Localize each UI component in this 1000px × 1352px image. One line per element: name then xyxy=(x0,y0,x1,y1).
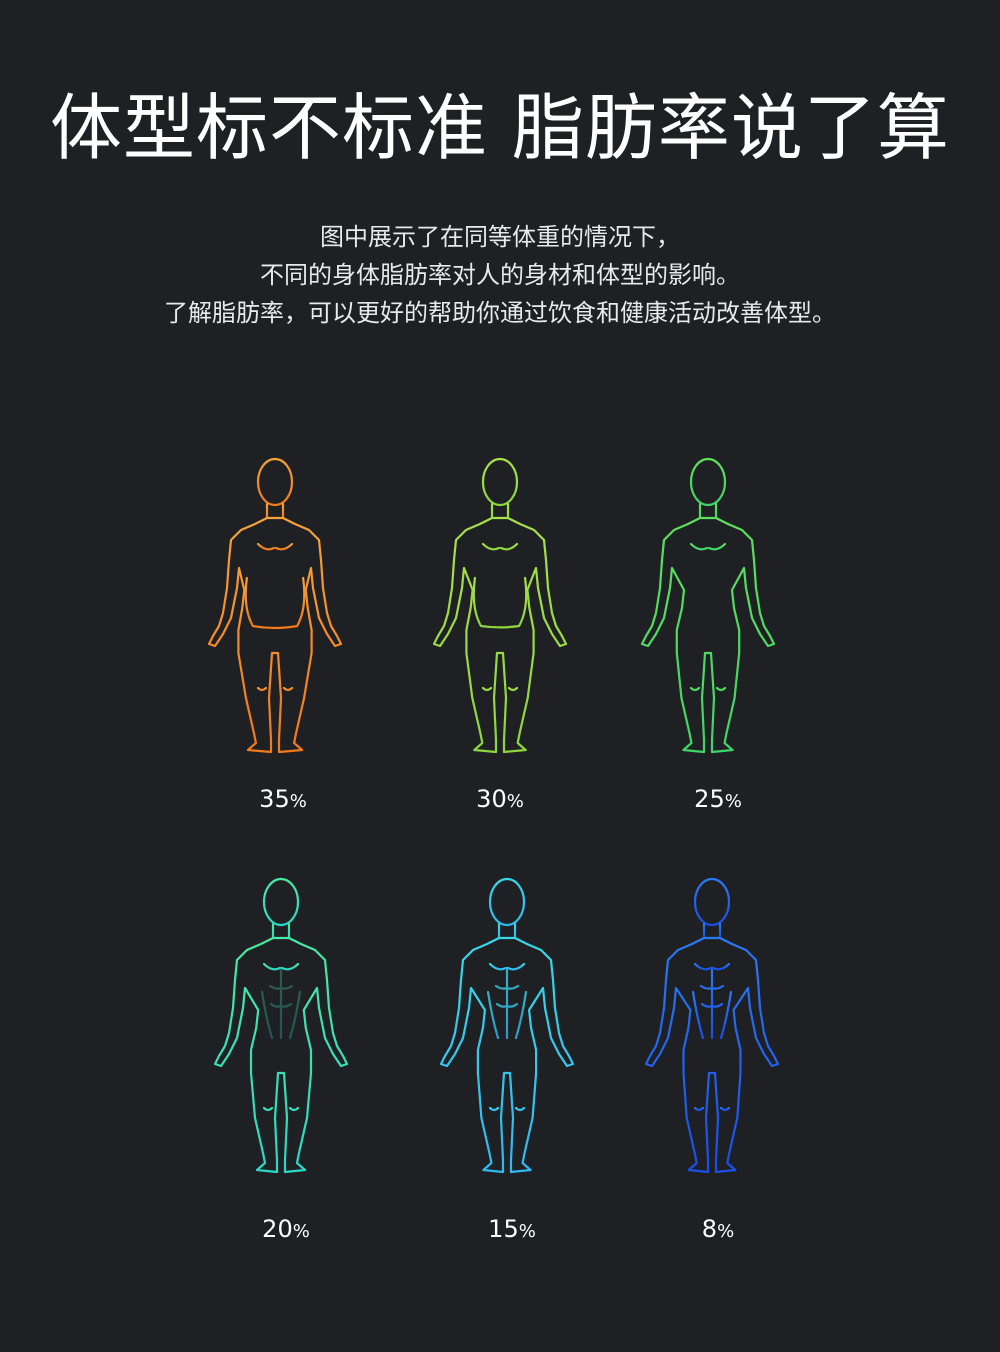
body-outline-svg xyxy=(439,877,575,1174)
body-fat-label-35: 35% xyxy=(208,784,358,817)
body-outline-svg xyxy=(207,457,343,754)
body-fat-label-15: 15% xyxy=(437,1214,587,1247)
body-outline-svg xyxy=(432,457,568,754)
head-outline xyxy=(693,877,731,927)
body-outline-svg xyxy=(644,877,780,1174)
percent-sign: % xyxy=(518,1221,536,1242)
body-fat-label-30: 30% xyxy=(425,784,575,817)
description-line-3: 了解脂肪率，可以更好的帮助你通过饮食和健康活动改善体型。 xyxy=(164,299,836,327)
body-fat-value: 15 xyxy=(488,1215,519,1243)
description-line-2: 不同的身体脂肪率对人的身材和体型的影响。 xyxy=(260,261,740,289)
body-outline xyxy=(640,516,776,754)
body-figure-35 xyxy=(200,448,350,768)
body-outline xyxy=(439,936,575,1174)
body-figure-30 xyxy=(425,448,575,768)
head-outline xyxy=(262,877,300,927)
head-outline xyxy=(488,877,526,927)
body-fat-label-20: 20% xyxy=(211,1214,361,1247)
page-title: 体型标不标准 脂肪率说了算 xyxy=(50,86,950,170)
body-figure-25 xyxy=(633,448,783,768)
head-outline xyxy=(689,457,727,507)
body-fat-value: 35 xyxy=(259,785,290,813)
percent-sign: % xyxy=(724,791,742,812)
head-outline xyxy=(256,457,294,507)
percent-sign: % xyxy=(717,1221,735,1242)
body-figure-15 xyxy=(432,868,582,1188)
description-line-1: 图中展示了在同等体重的情况下， xyxy=(320,223,680,251)
percent-sign: % xyxy=(289,791,307,812)
body-outline xyxy=(207,516,343,754)
body-figure-8 xyxy=(637,868,787,1188)
body-fat-value: 25 xyxy=(694,785,725,813)
body-fat-label-8: 8% xyxy=(643,1214,793,1247)
body-outline-svg xyxy=(640,457,776,754)
body-fat-value: 20 xyxy=(262,1215,293,1243)
percent-sign: % xyxy=(292,1221,310,1242)
body-outline-svg xyxy=(213,877,349,1174)
body-outline xyxy=(432,516,568,754)
body-outline xyxy=(644,936,780,1174)
body-fat-value: 8 xyxy=(701,1215,718,1243)
description: 图中展示了在同等体重的情况下， 不同的身体脂肪率对人的身材和体型的影响。 了解脂… xyxy=(0,218,1000,332)
head-outline xyxy=(481,457,519,507)
body-fat-label-25: 25% xyxy=(643,784,793,817)
body-fat-value: 30 xyxy=(476,785,507,813)
body-outline xyxy=(213,936,349,1174)
percent-sign: % xyxy=(506,791,524,812)
body-figure-20 xyxy=(206,868,356,1188)
